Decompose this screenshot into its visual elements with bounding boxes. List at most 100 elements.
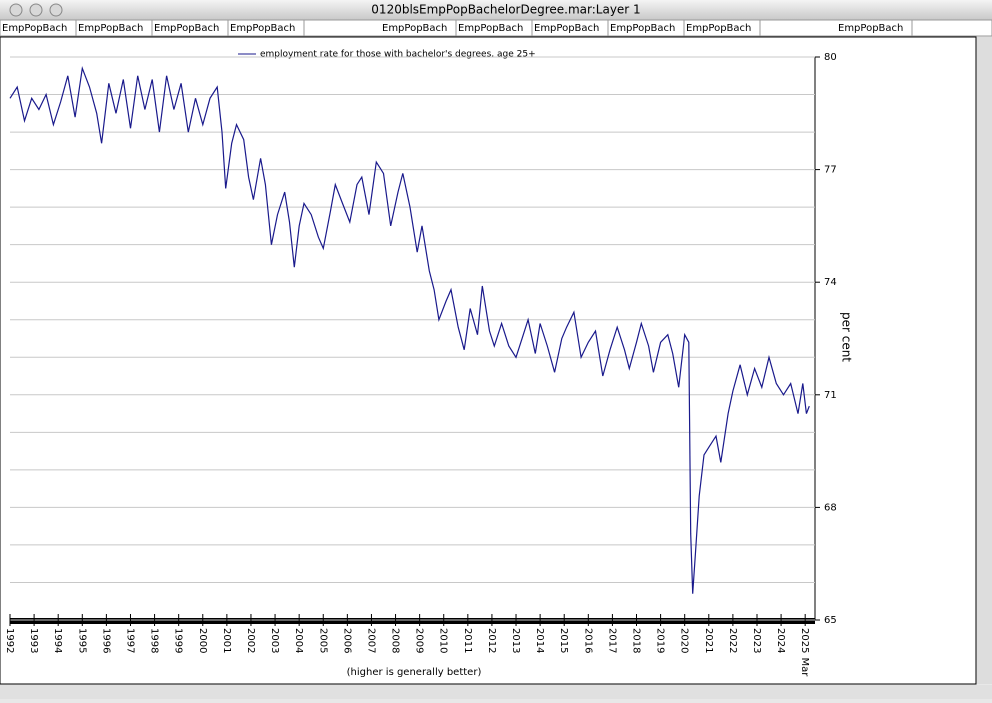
- x-tick-text: 2007: [365, 628, 376, 653]
- x-tick-label: 2022: [727, 628, 738, 653]
- minimize-button[interactable]: [29, 3, 43, 17]
- x-tick-text: 2021: [703, 628, 714, 653]
- x-tick-text: 2001: [221, 628, 232, 653]
- x-tick-text: 2016: [582, 628, 593, 653]
- legend-label: employment rate for those with bachelor'…: [260, 50, 536, 60]
- x-tick-text: 2002: [245, 628, 256, 653]
- tab[interactable]: EmpPopBach: [154, 23, 219, 34]
- tab[interactable]: EmpPopBach: [686, 23, 751, 34]
- x-tick-text: 2003: [269, 628, 280, 653]
- x-tick-label: 2007: [365, 628, 376, 653]
- x-tick-label: 1992: [4, 628, 15, 653]
- x-tick-label: 2012: [486, 628, 497, 653]
- x-tick-text: 2017: [606, 628, 617, 653]
- zoom-button[interactable]: [49, 3, 63, 17]
- x-tick-label: 1997: [124, 628, 135, 653]
- tab[interactable]: EmpPopBach: [534, 23, 599, 34]
- x-tick-text: 2004: [293, 628, 304, 653]
- x-tick-note: Mar: [799, 657, 810, 677]
- x-tick-label: 2011: [462, 628, 473, 653]
- x-tick-label: 2002: [245, 628, 256, 653]
- chart-panel: [0, 36, 977, 685]
- x-tick-label: 2004: [293, 628, 304, 653]
- x-tick-text: 2006: [341, 628, 352, 653]
- x-tick-label: 2018: [631, 628, 642, 653]
- x-tick-label: 2013: [510, 628, 521, 653]
- x-tick-label: 2020: [679, 628, 690, 653]
- y-tick-label: 80: [824, 52, 837, 63]
- tab-row: [0, 19, 992, 37]
- x-tick-text: 2008: [390, 628, 401, 653]
- x-tick-text: 2010: [438, 628, 449, 653]
- x-tick-text: 1997: [124, 628, 135, 653]
- x-tick-label: 2017: [606, 628, 617, 653]
- x-tick-text: 2012: [486, 628, 497, 653]
- x-tick-label: 2023: [751, 628, 762, 653]
- tab[interactable]: EmpPopBach: [838, 23, 903, 34]
- x-tick-label: 2006: [341, 628, 352, 653]
- y-tick-label: 68: [824, 502, 837, 513]
- tab[interactable]: EmpPopBach: [458, 23, 523, 34]
- tab[interactable]: EmpPopBach: [382, 23, 447, 34]
- x-tick-label: 2014: [534, 628, 545, 653]
- x-tick-label: 1998: [149, 628, 160, 653]
- x-tick-label: 2015: [558, 628, 569, 653]
- x-tick-label: 2001: [221, 628, 232, 653]
- x-tick-label: 2024: [775, 628, 786, 653]
- footnote: (higher is generally better): [347, 667, 482, 678]
- x-tick-text: 2005: [317, 628, 328, 653]
- y-tick-label: 71: [824, 390, 837, 401]
- window-title: 0120blsEmpPopBachelorDegree.mar:Layer 1: [371, 3, 640, 17]
- scrollbar[interactable]: [977, 37, 992, 684]
- x-tick-text: 2000: [197, 628, 208, 653]
- x-axis-band: [10, 618, 815, 624]
- x-tick-text: 2011: [462, 628, 473, 653]
- x-tick-label: 1994: [52, 628, 63, 653]
- x-tick-text: 2013: [510, 628, 521, 653]
- data-line: [9, 65, 810, 594]
- tab[interactable]: EmpPopBach: [230, 23, 295, 34]
- x-tick-text: 2022: [727, 628, 738, 653]
- close-button[interactable]: [9, 3, 23, 17]
- x-tick-label: 2000: [197, 628, 208, 653]
- x-tick-label: 2025 Mar: [799, 628, 810, 677]
- x-tick-label: 2009: [414, 628, 425, 653]
- x-tick-text: 2020: [679, 628, 690, 653]
- status-bar: [0, 685, 992, 699]
- x-tick-label: 2019: [655, 628, 666, 653]
- x-tick-text: 1993: [28, 628, 39, 653]
- x-tick-text: 1996: [100, 628, 111, 653]
- x-tick-label: 1999: [173, 628, 184, 653]
- x-tick-text: 2025: [799, 628, 810, 653]
- tab[interactable]: EmpPopBach: [610, 23, 675, 34]
- tab[interactable]: EmpPopBach: [2, 23, 67, 34]
- x-tick-label: 1996: [100, 628, 111, 653]
- y-tick-label: 65: [824, 615, 837, 626]
- x-tick-label: 2005: [317, 628, 328, 653]
- y-axis-label: per cent: [840, 312, 854, 362]
- x-tick-label: 2003: [269, 628, 280, 653]
- x-tick-text: 2018: [631, 628, 642, 653]
- x-tick-text: 2009: [414, 628, 425, 653]
- y-tick-label: 77: [824, 165, 837, 176]
- x-tick-text: 1992: [4, 628, 15, 653]
- x-tick-label: 2010: [438, 628, 449, 653]
- x-tick-text: 1998: [149, 628, 160, 653]
- title-bar: [0, 0, 992, 20]
- x-tick-label: 1995: [76, 628, 87, 653]
- tab[interactable]: EmpPopBach: [78, 23, 143, 34]
- x-tick-text: 2014: [534, 628, 545, 653]
- x-tick-text: 1994: [52, 628, 63, 653]
- x-tick-text: 2019: [655, 628, 666, 653]
- x-tick-text: 2023: [751, 628, 762, 653]
- x-tick-label: 2008: [390, 628, 401, 653]
- x-tick-text: 1999: [173, 628, 184, 653]
- x-tick-text: 1995: [76, 628, 87, 653]
- y-tick-label: 74: [824, 277, 837, 288]
- x-tick-text: 2024: [775, 628, 786, 653]
- x-tick-label: 1993: [28, 628, 39, 653]
- x-tick-text: 2015: [558, 628, 569, 653]
- x-tick-label: 2016: [582, 628, 593, 653]
